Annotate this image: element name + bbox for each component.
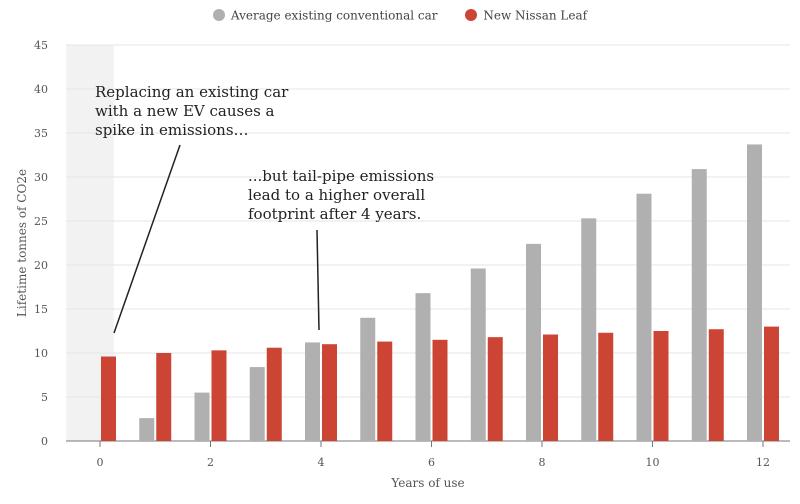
bar-conventional-car[interactable]	[249, 367, 265, 441]
annotation-line: with a new EV causes a	[95, 102, 275, 120]
bar-conventional-car[interactable]	[691, 169, 707, 441]
bar-conventional-car[interactable]	[194, 392, 210, 441]
bar-nissan-leaf[interactable]	[101, 356, 116, 441]
x-tick-label: 10	[646, 456, 660, 469]
x-tick-label: 8	[539, 456, 546, 469]
legend-label-conventional: Average existing conventional car	[230, 8, 438, 23]
x-tick-label: 4	[318, 456, 325, 469]
annotation-pointer	[113, 144, 181, 334]
legend-label-leaf: New Nissan Leaf	[483, 8, 588, 23]
x-tick-label: 2	[207, 456, 214, 469]
bar-nissan-leaf[interactable]	[487, 337, 503, 441]
y-tick-label: 0	[41, 435, 48, 448]
bar-conventional-car[interactable]	[526, 243, 541, 441]
legend-swatch-leaf	[465, 9, 478, 22]
bar-conventional-car[interactable]	[305, 342, 320, 441]
y-tick-label: 45	[34, 39, 48, 52]
bar-nissan-leaf[interactable]	[598, 332, 614, 441]
bar-nissan-leaf[interactable]	[322, 344, 337, 441]
bar-conventional-car[interactable]	[470, 268, 486, 441]
annotation-line: ...but tail-pipe emissions	[248, 167, 434, 185]
y-tick-label: 30	[34, 171, 48, 184]
annotation-line: footprint after 4 years.	[248, 205, 421, 223]
annotation-line: spike in emissions…	[95, 121, 249, 139]
bar-nissan-leaf[interactable]	[653, 331, 669, 441]
y-axis-title: Lifetime tonnes of CO2e	[15, 169, 29, 317]
y-tick-label: 20	[34, 259, 48, 272]
x-tick-label: 0	[97, 456, 104, 469]
y-tick-label: 10	[34, 347, 48, 360]
bar-nissan-leaf[interactable]	[708, 329, 724, 441]
y-tick-label: 15	[34, 303, 48, 316]
y-tick-label: 40	[34, 83, 48, 96]
annotation-line: lead to a higher overall	[248, 186, 425, 204]
x-tick-label: 6	[428, 456, 435, 469]
legend-item-conventional-car[interactable]: Average existing conventional car	[212, 8, 438, 23]
bar-nissan-leaf[interactable]	[377, 341, 393, 441]
x-axis-title: Years of use	[390, 476, 464, 490]
bar-conventional-car[interactable]	[636, 193, 652, 441]
annotation-text: ...but tail-pipe emissions lead to a high…	[248, 167, 434, 223]
bar-conventional-car[interactable]	[139, 418, 155, 441]
bar-nissan-leaf[interactable]	[211, 350, 227, 441]
bar-nissan-leaf[interactable]	[432, 339, 448, 441]
bar-conventional-car[interactable]	[415, 293, 431, 441]
annotation-pointer	[316, 229, 320, 331]
x-tick-label: 12	[756, 456, 770, 469]
annotation-line: Replacing an existing car	[95, 83, 289, 101]
annotation-text: Replacing an existing car with a new EV c…	[95, 83, 289, 139]
y-tick-label: 5	[41, 391, 48, 404]
bar-nissan-leaf[interactable]	[543, 334, 558, 441]
legend-swatch-conventional	[212, 9, 225, 22]
bar-nissan-leaf[interactable]	[764, 326, 779, 441]
bar-conventional-car[interactable]	[581, 218, 597, 441]
legend-item-nissan-leaf[interactable]: New Nissan Leaf	[465, 8, 587, 23]
y-tick-label: 35	[34, 127, 48, 140]
bar-nissan-leaf[interactable]	[266, 347, 282, 441]
bar-conventional-car[interactable]	[360, 317, 376, 441]
y-tick-label: 25	[34, 215, 48, 228]
bar-nissan-leaf[interactable]	[156, 353, 172, 441]
bar-conventional-car[interactable]	[747, 144, 762, 441]
legend: Average existing conventional car New Ni…	[0, 8, 800, 23]
